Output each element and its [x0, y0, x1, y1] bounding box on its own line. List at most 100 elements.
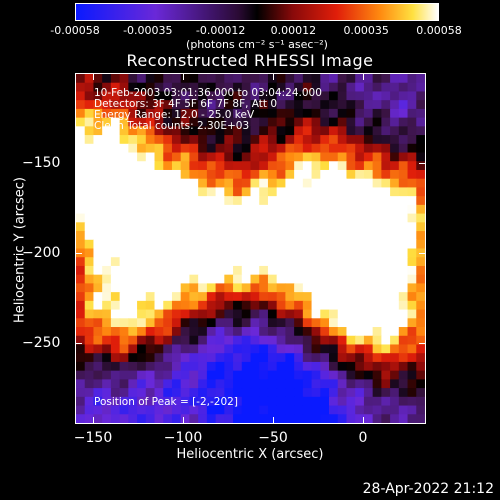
heatmap-cell	[407, 108, 417, 119]
colorbar-gradient	[76, 4, 438, 20]
heatmap-cell	[102, 178, 112, 189]
heatmap-cell	[259, 239, 269, 250]
heatmap-cell	[407, 318, 417, 328]
heatmap-cell	[110, 231, 121, 241]
heatmap-cell	[93, 274, 103, 284]
heatmap-cell	[215, 274, 225, 284]
heatmap-cell	[198, 239, 208, 250]
heatmap-cell	[355, 74, 365, 84]
heatmap-cell	[285, 100, 295, 110]
heatmap-cell	[76, 204, 86, 215]
heatmap-cell	[398, 414, 409, 423]
heatmap-cell	[267, 370, 278, 380]
heatmap-cell	[93, 309, 103, 319]
heatmap-cell	[311, 187, 321, 197]
heatmap-cell	[119, 265, 129, 276]
heatmap-cell	[363, 196, 374, 206]
heatmap-cell	[110, 152, 121, 162]
heatmap-cell	[381, 222, 391, 232]
heatmap-cell	[215, 379, 225, 389]
heatmap-cell	[233, 231, 243, 241]
heatmap-cell	[163, 353, 173, 363]
heatmap-cell	[198, 108, 208, 119]
heatmap-cell	[110, 414, 121, 423]
heatmap-cell	[302, 327, 313, 337]
heatmap-cell	[154, 274, 164, 284]
heatmap-cell	[294, 414, 304, 423]
heatmap-cell	[93, 414, 103, 423]
heatmap-cell	[145, 388, 156, 398]
heatmap-cell	[198, 353, 208, 363]
heatmap-cell	[259, 396, 269, 407]
heatmap-cell	[145, 135, 156, 145]
heatmap-cell	[267, 169, 278, 180]
heatmap-cell	[267, 117, 278, 127]
heatmap-cell	[206, 82, 217, 93]
heatmap-cell	[390, 300, 400, 311]
heatmap-cell	[311, 370, 321, 380]
heatmap-cell	[180, 178, 191, 189]
heatmap-cell	[329, 370, 339, 380]
heatmap-cell	[198, 100, 208, 110]
heatmap-cell	[145, 327, 156, 337]
heatmap-cell	[372, 204, 382, 215]
heatmap-cell	[233, 204, 243, 215]
heatmap-cell	[311, 161, 321, 171]
heatmap-cell	[276, 370, 286, 380]
heatmap-cell	[416, 405, 425, 415]
heatmap-cell	[416, 274, 425, 284]
colorbar-tick-label: 0.00035	[343, 24, 389, 37]
heatmap-cell	[285, 117, 295, 127]
heatmap-cell	[381, 169, 391, 180]
heatmap-cell	[381, 108, 391, 119]
heatmap-cell	[372, 388, 382, 398]
heatmap-cell	[224, 108, 234, 119]
heatmap-cell	[137, 91, 147, 101]
heatmap-cell	[250, 126, 260, 136]
heatmap-cell	[163, 117, 173, 127]
heatmap-cell	[110, 257, 121, 267]
heatmap-cell	[259, 152, 269, 162]
heatmap-cell	[180, 100, 191, 110]
heatmap-cell	[390, 274, 400, 284]
heatmap-cell	[233, 318, 243, 328]
heatmap-cell	[320, 274, 330, 284]
heatmap-cell	[189, 388, 199, 398]
heatmap-cell	[363, 108, 374, 119]
heatmap-cell	[163, 169, 173, 180]
heatmap-cell	[416, 396, 425, 407]
heatmap-cell	[76, 135, 86, 145]
heatmap-cell	[198, 161, 208, 171]
heatmap-cell	[76, 222, 86, 232]
heatmap-cell	[390, 82, 400, 93]
heatmap-cell	[233, 396, 243, 407]
heatmap-cell	[259, 213, 269, 223]
heatmap-cell	[285, 161, 295, 171]
heatmap-cell	[276, 204, 286, 215]
heatmap-cell	[407, 187, 417, 197]
heatmap-cell	[320, 361, 330, 372]
heatmap-cell	[346, 396, 356, 407]
heatmap-cell	[189, 169, 199, 180]
heatmap-cell	[329, 135, 339, 145]
heatmap-cell	[110, 353, 121, 363]
heatmap-cell	[416, 169, 425, 180]
heatmap-cell	[215, 388, 225, 398]
heatmap-cell	[145, 361, 156, 372]
heatmap-cell	[76, 274, 86, 284]
heatmap-cell	[390, 100, 400, 110]
heatmap-cell	[294, 187, 304, 197]
heatmap-cell	[233, 213, 243, 223]
heatmap-cell	[311, 178, 321, 189]
heatmap-cell	[241, 239, 252, 250]
heatmap-cell	[407, 405, 417, 415]
heatmap-cell	[294, 117, 304, 127]
heatmap-cell	[320, 414, 330, 423]
heatmap-cell	[163, 231, 173, 241]
heatmap-cell	[250, 239, 260, 250]
heatmap-cell	[241, 405, 252, 415]
heatmap-cell	[145, 213, 156, 223]
heatmap-cell	[407, 91, 417, 101]
heatmap-cell	[93, 169, 103, 180]
heatmap-cell	[110, 405, 121, 415]
